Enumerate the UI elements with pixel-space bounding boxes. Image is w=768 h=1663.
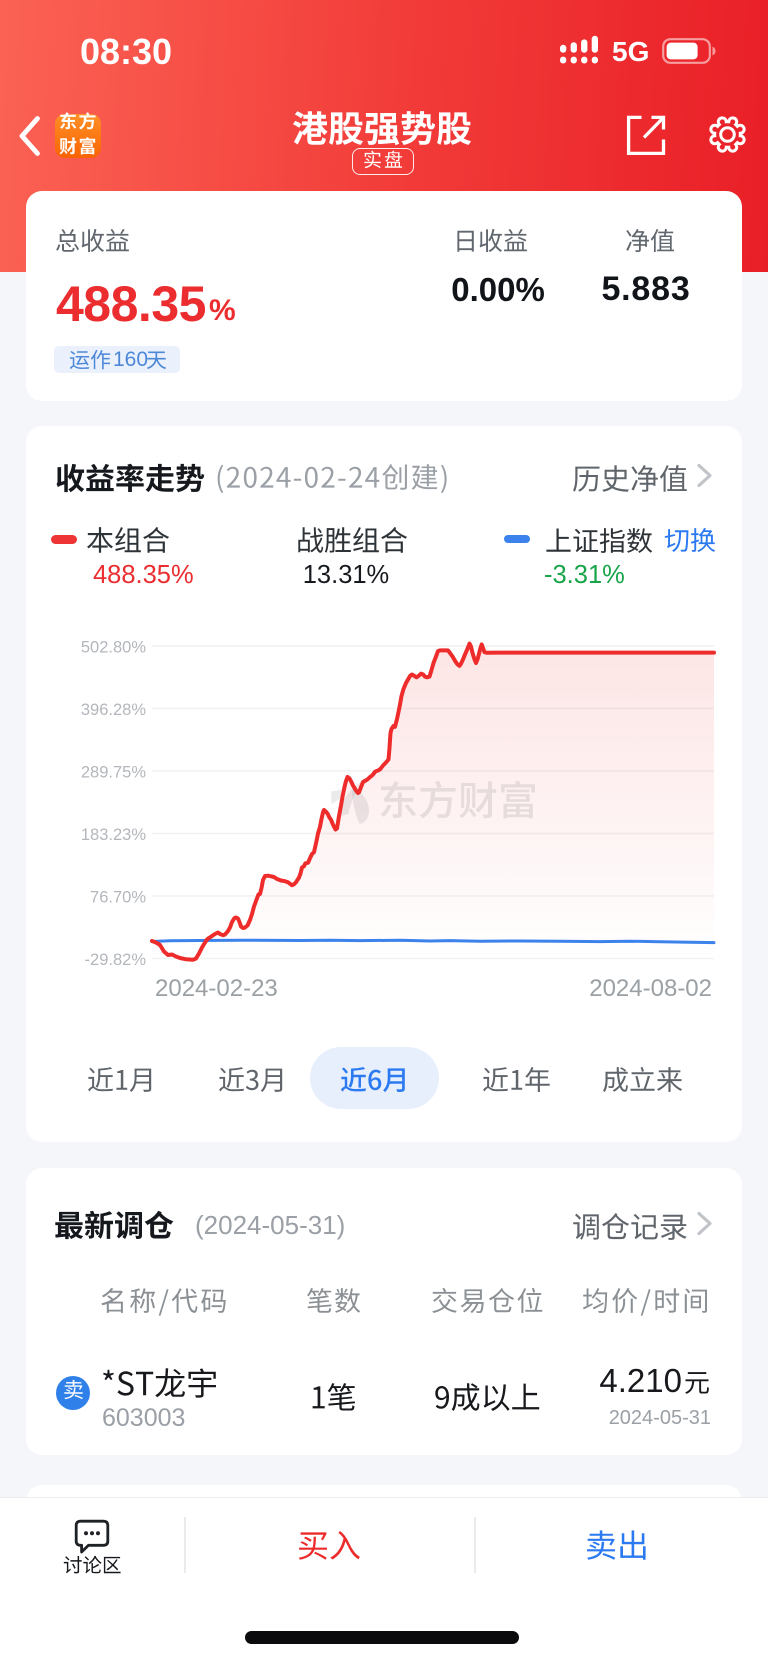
svg-text:396.28%: 396.28% <box>81 701 146 719</box>
svg-text:183.23%: 183.23% <box>81 826 146 844</box>
svg-text:76.70%: 76.70% <box>90 889 146 907</box>
svg-text:-29.82%: -29.82% <box>85 951 147 969</box>
svg-text:502.80%: 502.80% <box>81 639 146 657</box>
svg-text:289.75%: 289.75% <box>81 764 146 782</box>
svg-text:2024-08-02: 2024-08-02 <box>589 975 712 1002</box>
svg-text:2024-02-23: 2024-02-23 <box>155 975 278 1002</box>
